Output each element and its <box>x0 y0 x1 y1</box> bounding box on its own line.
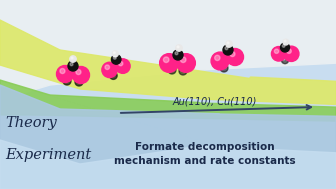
Circle shape <box>168 66 176 74</box>
Circle shape <box>113 56 116 59</box>
Circle shape <box>215 55 220 60</box>
Circle shape <box>111 73 113 75</box>
Circle shape <box>180 57 186 63</box>
Circle shape <box>119 61 123 66</box>
Circle shape <box>70 56 76 62</box>
Circle shape <box>110 72 117 79</box>
Circle shape <box>281 43 290 52</box>
Circle shape <box>227 42 229 44</box>
Circle shape <box>77 79 79 82</box>
Text: Formate decomposition
mechanism and rate constants: Formate decomposition mechanism and rate… <box>114 142 296 166</box>
Circle shape <box>175 52 178 55</box>
Circle shape <box>274 49 279 53</box>
Circle shape <box>282 45 285 47</box>
Circle shape <box>65 78 67 81</box>
Circle shape <box>230 51 235 57</box>
Circle shape <box>73 67 89 84</box>
Circle shape <box>112 51 118 57</box>
Circle shape <box>225 47 228 50</box>
Text: Theory: Theory <box>5 116 57 130</box>
Circle shape <box>220 64 228 72</box>
Circle shape <box>76 70 81 75</box>
Circle shape <box>271 46 286 61</box>
Circle shape <box>68 61 78 71</box>
Circle shape <box>283 39 289 45</box>
Circle shape <box>173 50 183 60</box>
Circle shape <box>226 41 232 47</box>
Circle shape <box>177 46 179 48</box>
Circle shape <box>177 54 195 72</box>
Circle shape <box>179 67 187 75</box>
Circle shape <box>170 67 172 70</box>
Circle shape <box>63 77 71 85</box>
Circle shape <box>176 45 182 51</box>
Circle shape <box>222 65 224 68</box>
Circle shape <box>284 40 286 42</box>
Circle shape <box>211 52 229 70</box>
Circle shape <box>226 49 244 66</box>
Circle shape <box>114 52 115 54</box>
Circle shape <box>71 57 73 59</box>
Circle shape <box>70 63 73 66</box>
Circle shape <box>105 65 110 70</box>
Circle shape <box>56 66 74 83</box>
Circle shape <box>163 57 169 63</box>
Text: Experiment: Experiment <box>5 148 91 162</box>
Circle shape <box>283 58 285 60</box>
Circle shape <box>181 68 183 71</box>
Circle shape <box>281 57 289 64</box>
Circle shape <box>60 68 65 74</box>
Circle shape <box>284 46 299 61</box>
Circle shape <box>223 45 233 55</box>
Circle shape <box>102 62 117 77</box>
Circle shape <box>160 54 178 72</box>
Circle shape <box>75 78 83 86</box>
Circle shape <box>112 55 121 64</box>
Text: Au(110), Cu(110): Au(110), Cu(110) <box>173 96 257 106</box>
Circle shape <box>287 49 291 53</box>
Circle shape <box>116 59 130 73</box>
